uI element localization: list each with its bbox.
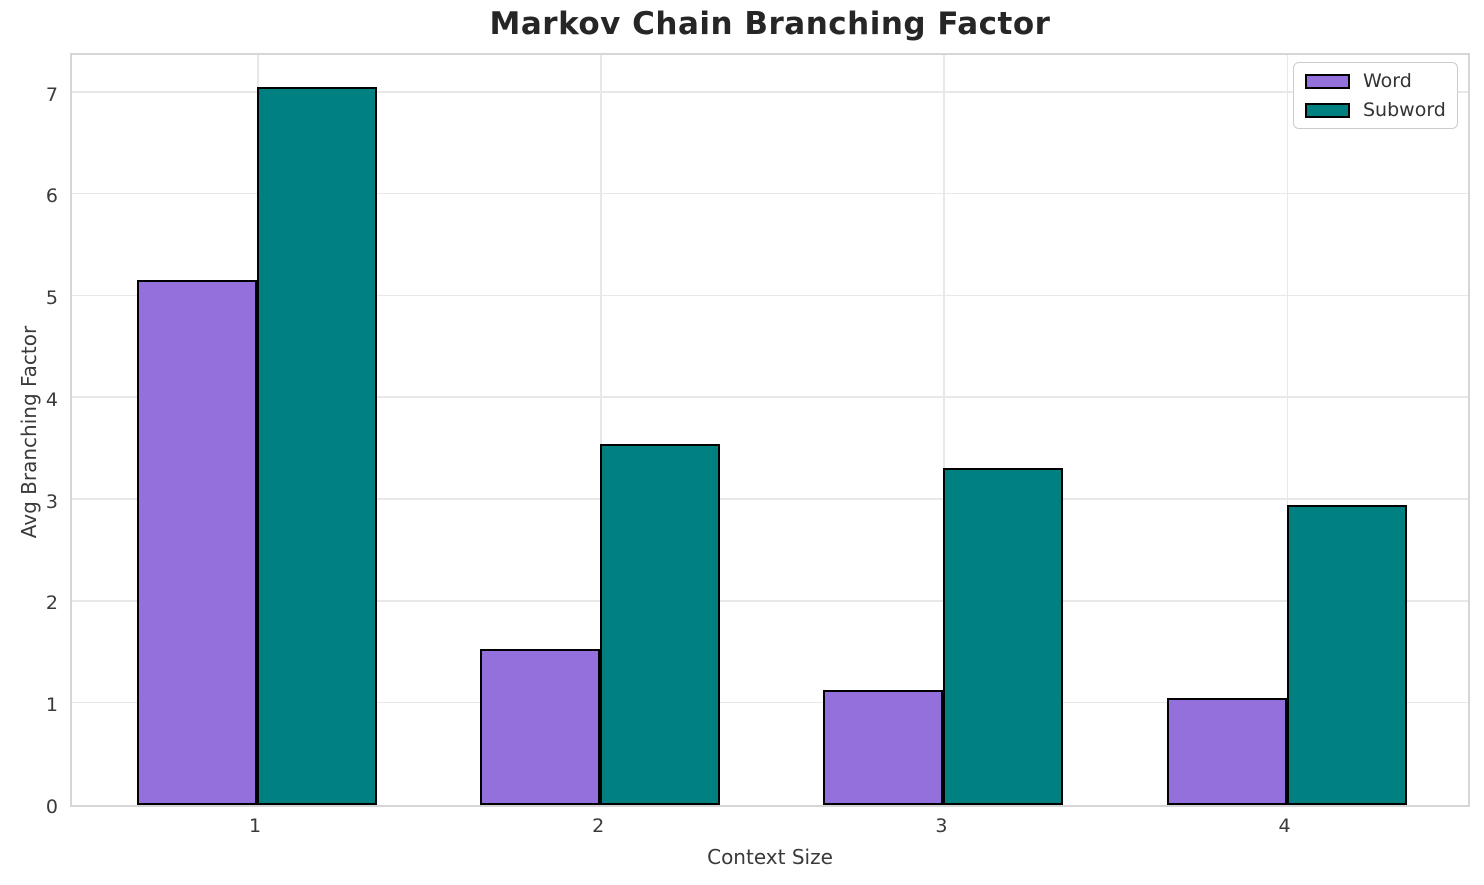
y-tick-label: 0 (45, 796, 58, 818)
bar-subword-context-1 (257, 86, 378, 805)
bar-subword-context-3 (943, 468, 1064, 805)
legend: Word Subword (1293, 62, 1458, 129)
y-tick-label: 1 (45, 694, 58, 717)
bar-word-context-1 (137, 279, 258, 805)
y-tick-label: 5 (45, 287, 58, 310)
gridline-horizontal (72, 701, 1468, 704)
y-tick-label: 4 (45, 388, 58, 411)
x-tick-label: 3 (935, 815, 948, 837)
bar-subword-context-2 (600, 443, 721, 805)
legend-label-word: Word (1363, 70, 1412, 92)
y-tick-label: 2 (45, 592, 58, 615)
bar-word-context-3 (823, 690, 944, 805)
y-tick-label: 6 (45, 185, 58, 208)
legend-item-subword: Subword (1305, 99, 1446, 121)
x-tick-label: 1 (249, 815, 262, 837)
bar-subword-context-4 (1286, 504, 1407, 805)
y-tick-label: 3 (45, 490, 58, 513)
gridline-horizontal (72, 91, 1468, 93)
gridline-horizontal (72, 396, 1468, 398)
x-axis-label: Context Size (707, 845, 833, 869)
plot-area (70, 53, 1470, 807)
x-tick-label: 2 (592, 815, 605, 837)
bar-word-context-2 (480, 649, 601, 805)
bar-word-context-4 (1166, 698, 1287, 805)
gridline-vertical (1286, 55, 1288, 805)
gridline-vertical (943, 55, 945, 805)
x-tick-label: 4 (1278, 815, 1291, 837)
gridline-horizontal (72, 294, 1468, 297)
legend-swatch-subword-icon (1305, 102, 1350, 118)
legend-item-word: Word (1305, 70, 1446, 92)
gridline-horizontal (72, 498, 1468, 500)
y-tick-label: 7 (45, 83, 58, 106)
chart-title: Markov Chain Branching Factor (489, 6, 1051, 42)
gridline-horizontal (72, 192, 1468, 195)
legend-label-subword: Subword (1363, 99, 1446, 121)
gridline-horizontal (72, 600, 1468, 602)
legend-swatch-word-icon (1305, 73, 1350, 89)
gridline-vertical (600, 55, 602, 805)
